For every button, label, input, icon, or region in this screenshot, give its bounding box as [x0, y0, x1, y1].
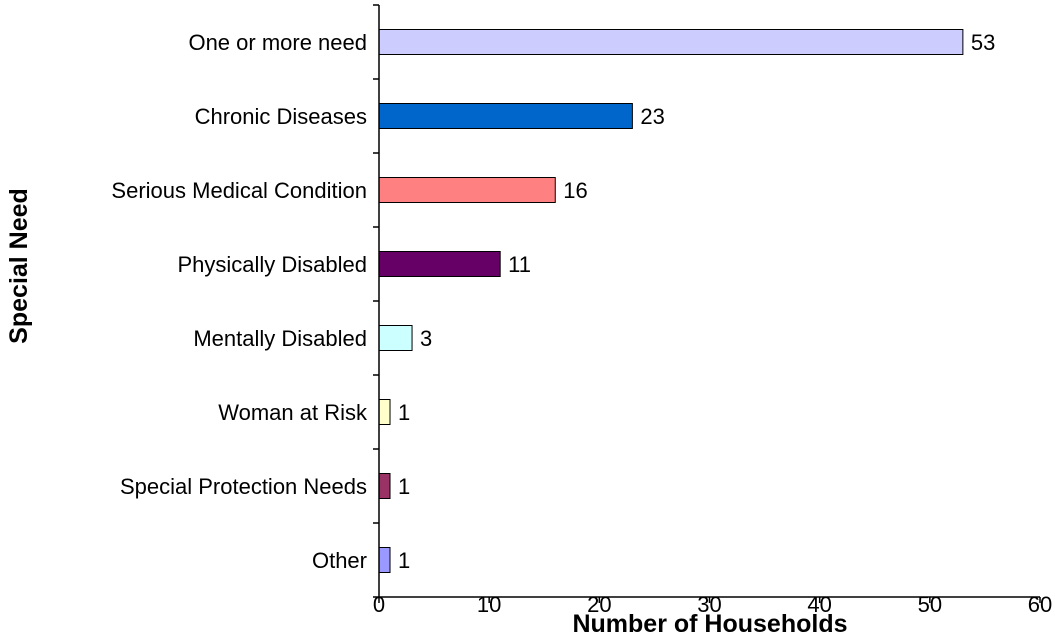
- bars: [378, 29, 964, 573]
- data-label: 53: [971, 30, 995, 55]
- y-axis-title: Special Need: [5, 188, 33, 344]
- bar: [378, 251, 501, 277]
- bar: [378, 473, 391, 499]
- data-label: 1: [398, 400, 410, 425]
- category-label: Other: [312, 548, 367, 573]
- data-label: 1: [398, 548, 410, 573]
- bar: [378, 399, 391, 425]
- x-tick-label: 50: [918, 592, 942, 617]
- x-tick-label: 10: [477, 592, 501, 617]
- category-label: Serious Medical Condition: [111, 178, 367, 203]
- bar: [378, 325, 413, 351]
- data-label: 23: [640, 104, 664, 129]
- category-label: Special Protection Needs: [120, 474, 367, 499]
- x-tick-label: 40: [807, 592, 831, 617]
- bar: [378, 29, 964, 55]
- data-label: 11: [508, 252, 531, 277]
- category-label: Physically Disabled: [177, 252, 367, 277]
- data-label: 16: [563, 178, 587, 203]
- x-axis-title: Number of Households: [572, 610, 847, 637]
- category-label: Chronic Diseases: [195, 104, 367, 129]
- labels: 0 10 20 30 40 50 60 One or more need 53 Chronic D…: [111, 30, 1052, 617]
- x-tick-label: 30: [697, 592, 721, 617]
- axes: [373, 4, 1041, 603]
- bar: [378, 177, 556, 203]
- data-label: 1: [398, 474, 410, 499]
- x-tick-label: 0: [373, 592, 385, 617]
- category-label: One or more need: [188, 30, 367, 55]
- x-tick-label: 60: [1028, 592, 1052, 617]
- category-label: Mentally Disabled: [193, 326, 367, 351]
- data-label: 3: [420, 326, 432, 351]
- category-label: Woman at Risk: [218, 400, 368, 425]
- bar: [378, 547, 391, 573]
- x-tick-label: 20: [587, 592, 611, 617]
- bar: [378, 103, 633, 129]
